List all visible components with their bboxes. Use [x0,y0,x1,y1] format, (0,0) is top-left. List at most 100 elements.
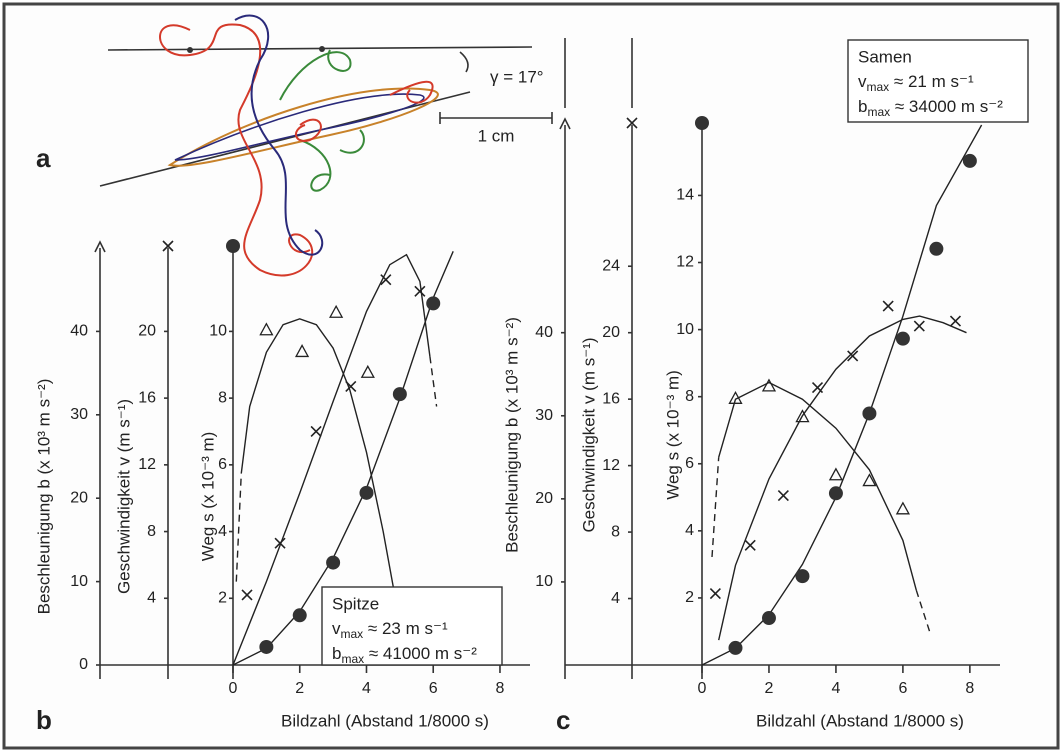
y-axis-label: Geschwindigkeit v (m s⁻¹) [579,337,598,532]
y-tick-label: 16 [602,390,620,407]
x-tick-label: 4 [362,680,371,697]
point [259,322,274,336]
point [326,555,341,570]
point [962,153,977,168]
y-tick-label: 20 [70,489,88,506]
x-tick-label: 8 [496,680,505,697]
point [310,425,322,438]
angle-label: γ = 17° [490,67,544,86]
point [426,296,441,311]
point [274,537,286,549]
y-tick-label: 30 [535,407,553,424]
y-tick-label: 8 [685,388,694,405]
annotation-part: max [341,652,364,666]
scale-label: 1 cm [478,126,515,145]
point [882,300,894,312]
annotation-box [321,586,503,666]
y-tick-label: 6 [685,455,694,472]
annotation-part: ≈ 21 m s⁻¹ [889,72,974,91]
y-tick-label: 12 [676,254,694,271]
outline-blue [174,93,425,161]
annotation-part: b [858,97,867,116]
axis-marker [626,117,638,129]
point [345,380,357,393]
pivot-dot [187,47,193,53]
y-tick-label: 2 [685,589,694,606]
point [744,539,756,551]
y-axis-label: Weg s (x 10⁻³ m) [198,432,217,562]
y-tick-label: 40 [70,323,88,340]
fit-curve [235,473,242,582]
fit-curve [718,381,917,591]
x-tick-label: 0 [698,680,707,697]
outline-red-2 [295,80,434,142]
fit-curve [232,251,454,666]
y-tick-label: 4 [611,590,620,607]
point [862,473,877,487]
point [292,608,307,623]
y-tick-label: 4 [218,523,227,540]
annotation-part: max [867,105,890,119]
x-tick-label: 6 [898,680,907,697]
point [709,587,721,600]
x-tick-label: 2 [295,680,304,697]
annotation-part: v [858,72,867,91]
annotation-part: ≈ 41000 m s⁻² [364,644,477,663]
y-tick-label: 4 [147,589,156,606]
x-tick-label: 6 [429,680,438,697]
fit-curve [718,315,967,641]
angle-arc [459,51,469,73]
y-tick-label: 8 [218,389,227,406]
y-tick-label: 8 [147,523,156,540]
outline-red [159,23,314,277]
point [414,285,426,297]
y-axis-label: Beschleunigung b (x 10³ m s⁻²) [502,317,521,553]
axis-marker [94,240,106,253]
fit-curve [429,356,438,407]
y-tick-label: 10 [535,573,553,590]
point [728,640,743,655]
point [895,501,910,515]
y-tick-label: 24 [602,257,620,274]
outline-orange [167,87,439,167]
point [929,241,944,256]
point [241,589,253,601]
y-tick-label: 10 [676,321,694,338]
fit-curve [915,589,931,633]
x-tick-label: 2 [765,680,774,697]
y-tick-label: 2 [218,589,227,606]
panel-label: c [556,705,570,735]
annotation-title: Samen [858,47,912,66]
y-tick-label: 10 [70,573,88,590]
outline-blue-2 [234,14,324,256]
point [828,486,843,501]
point [795,409,810,423]
panel-a-drawing [99,14,633,277]
axis-marker [695,116,709,130]
annotation-part: max [867,80,890,94]
annotation-part: max [341,627,364,641]
y-tick-label: 14 [676,187,694,204]
x-axis-label: Bildzahl (Abstand 1/8000 s) [281,711,489,730]
y-axis-label: Geschwindigkeit v (m s⁻¹) [114,399,133,594]
point [380,274,392,286]
annotation-part: ≈ 34000 m s⁻² [890,97,1003,116]
fit-curve [711,457,720,558]
annotation-line: bmax ≈ 34000 m s⁻² [858,97,1003,119]
annotation-part: v [332,619,341,638]
panel-label: b [36,705,52,735]
y-tick-label: 20 [138,323,156,340]
point [761,611,776,626]
outline-green [279,49,365,192]
y-tick-label: 40 [535,324,553,341]
y-tick-label: 16 [138,389,156,406]
annotation-part: ≈ 23 m s⁻¹ [363,619,448,638]
fit-curve [240,318,401,624]
y-tick-label: 8 [611,523,620,540]
point [359,485,374,500]
annotation-part: b [332,644,341,663]
point [728,390,743,404]
point [913,320,925,332]
axis-marker [559,117,571,130]
